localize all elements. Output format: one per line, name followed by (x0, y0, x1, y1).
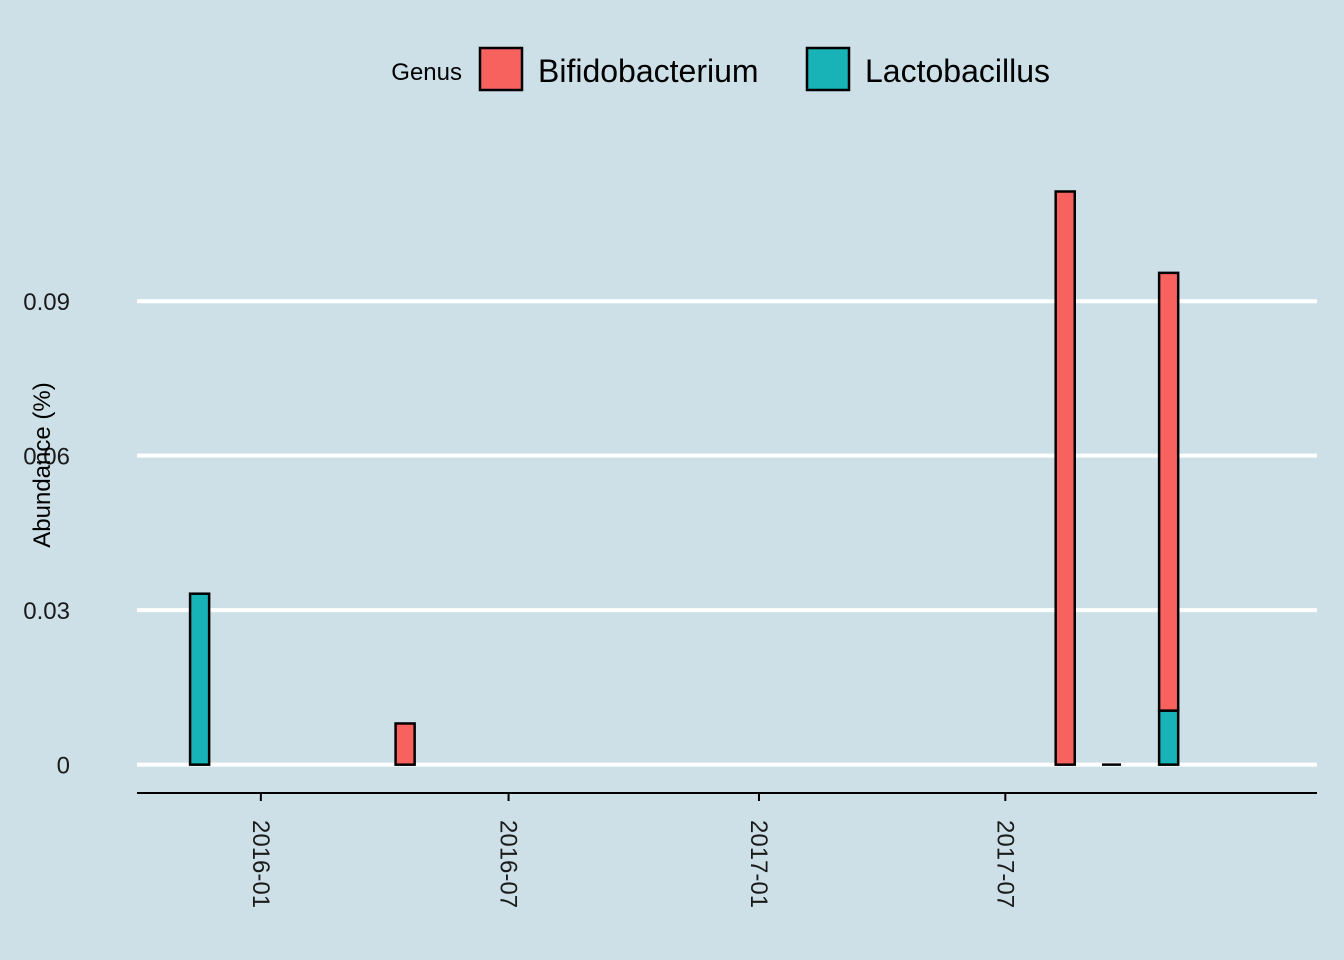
y-tick-label: 0.03 (23, 598, 70, 625)
legend-label-bifidobacterium: Bifidobacterium (538, 53, 759, 89)
y-tick-label: 0.09 (23, 289, 70, 316)
legend-title: Genus (391, 59, 462, 86)
bar-lactobacillus-4 (1157, 709, 1180, 766)
y-tick-label: 0.06 (23, 444, 70, 471)
x-tick-label: 2017-01 (745, 820, 772, 908)
x-axis: 2016-01 2016-07 2017-01 2017-07 (137, 792, 1317, 908)
y-axis: 0 0.03 0.06 0.09 (23, 289, 70, 779)
bar-lactobacillus-0 (188, 592, 211, 766)
bar-bifidobacterium-2 (1054, 190, 1076, 766)
x-tick-label: 2016-01 (247, 820, 274, 908)
grid-lines (137, 299, 1317, 767)
bar-bifidobacterium-1 (394, 722, 416, 766)
legend-key-lactobacillus (805, 46, 851, 92)
bar-bifidobacterium-4 (1157, 271, 1180, 712)
y-axis-title: Abundance (%) (29, 382, 56, 547)
legend-key-bifidobacterium (478, 46, 524, 92)
x-tick-label: 2016-07 (495, 820, 522, 908)
x-tick-label: 2017-07 (991, 820, 1018, 908)
legend: Genus Bifidobacterium Lactobacillus (391, 46, 1050, 92)
y-tick-label: 0 (57, 753, 70, 780)
bars (188, 190, 1180, 766)
legend-label-lactobacillus: Lactobacillus (865, 53, 1050, 89)
